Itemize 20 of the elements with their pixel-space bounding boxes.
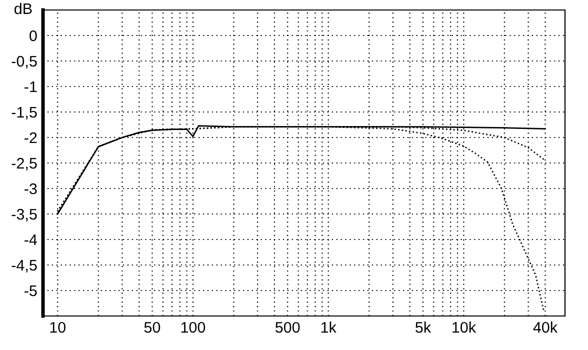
x-tick-label: 1k — [321, 322, 336, 333]
x-tick-label: 10 — [50, 322, 66, 333]
y-tick-label: -4,5 — [12, 260, 37, 272]
x-tick-label: 50 — [144, 322, 160, 333]
y-tick-label: -0,5 — [12, 56, 37, 68]
y-axis-title: dB — [14, 2, 32, 14]
x-tick-label: 100 — [181, 322, 206, 333]
x-tick-label: 500 — [275, 322, 300, 333]
y-tick-label: -2 — [24, 132, 37, 144]
y-tick-label: -3,5 — [12, 208, 37, 222]
y-tick-label: -1 — [24, 82, 37, 92]
y-tick-label: -2,5 — [12, 158, 37, 170]
y-tick-label: -4 — [24, 234, 37, 246]
x-tick-label: 5k — [416, 322, 432, 333]
y-tick-label: 0 — [30, 30, 37, 42]
x-tick-label: 40k — [533, 322, 558, 333]
x-tick-label: 10k — [452, 322, 476, 333]
y-tick-label: -1,5 — [12, 107, 37, 120]
y-tick-label: -3 — [24, 183, 37, 194]
y-tick-label: -5 — [24, 286, 37, 296]
